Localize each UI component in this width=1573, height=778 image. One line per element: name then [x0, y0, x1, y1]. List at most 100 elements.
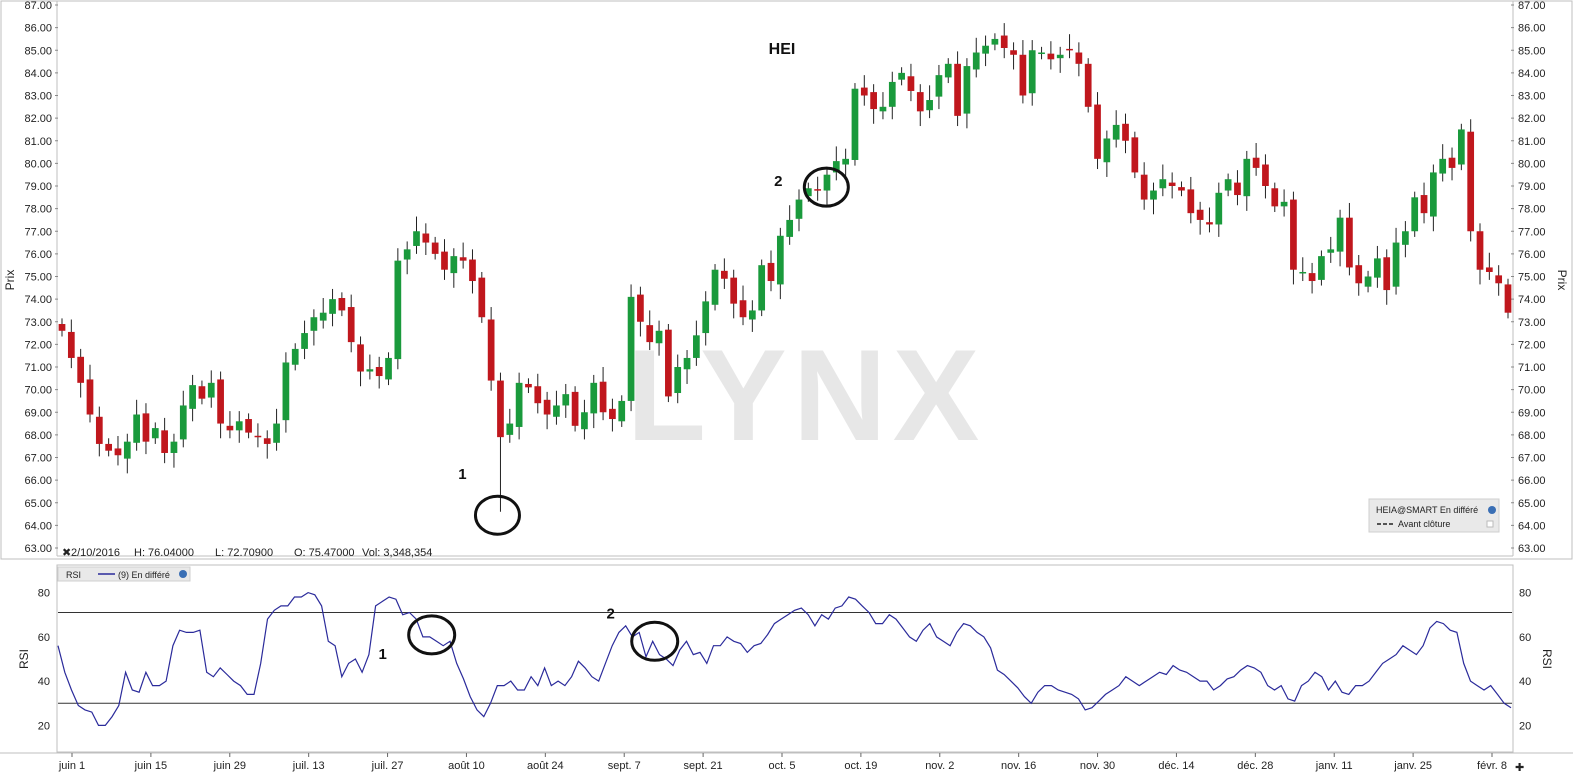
rsi-ytick-left-2: 60: [38, 632, 50, 644]
candle-body-85: [851, 88, 859, 160]
price-ytick-left-23: 86.00: [24, 23, 52, 35]
candle-body-54: [562, 394, 570, 406]
candle-body-122: [1196, 209, 1204, 220]
candle-118: [1159, 164, 1167, 197]
candle-body-77: [776, 235, 784, 285]
info-high: H: 76.04000: [134, 547, 194, 559]
candle-body-55: [571, 391, 579, 426]
candle-62: [637, 286, 644, 337]
candle-body-150: [1457, 129, 1465, 165]
candle-body-73: [739, 300, 747, 318]
rsi-ytick-left-1: 40: [38, 676, 50, 688]
candle-67: [683, 350, 691, 384]
price-ytick-left-9: 72.00: [24, 339, 52, 351]
candle-51: [534, 373, 542, 414]
candle-27: [310, 309, 318, 346]
candle-48: [506, 408, 514, 443]
price-ytick-left-5: 68.00: [24, 430, 52, 442]
candle-38: [413, 216, 420, 254]
candle-body-125: [1224, 179, 1232, 191]
rsi-ytick-right-3: 80: [1519, 588, 1531, 600]
candle-144: [1402, 221, 1409, 258]
candle-body-72: [730, 277, 738, 304]
price-ytick-left-24: 87.00: [24, 0, 52, 12]
x-tick-label-5: août 10: [448, 760, 485, 772]
candle-58: [599, 367, 607, 421]
candle-body-63: [646, 325, 654, 343]
price-ytick-right-1: 64.00: [1518, 520, 1546, 532]
price-ytick-left-22: 85.00: [24, 45, 52, 57]
candle-body-135: [1318, 256, 1325, 280]
candle-body-67: [683, 357, 691, 370]
candles: [58, 23, 1512, 512]
candle-body-22: [263, 438, 271, 444]
candle-100: [991, 33, 999, 51]
info-volume: Vol: 3,348,354: [362, 547, 432, 559]
info-open: O: 75.47000: [294, 547, 355, 559]
candle-body-84: [842, 158, 849, 165]
price-annotation-circle-2: [802, 166, 850, 208]
candle-body-70: [711, 269, 719, 305]
price-panel: [0, 0, 1573, 560]
candle-body-119: [1168, 182, 1176, 186]
candle-body-92: [916, 92, 924, 112]
candle-83: [832, 146, 840, 181]
candle-body-21: [254, 435, 262, 438]
candle-body-95: [944, 63, 952, 78]
price-ytick-right-4: 67.00: [1518, 453, 1546, 465]
candle-4: [95, 406, 103, 457]
candle-body-97: [963, 66, 971, 114]
candle-5: [105, 438, 113, 457]
price-ytick-right-22: 85.00: [1518, 45, 1546, 57]
price-annotation-circle-1: [473, 494, 521, 536]
candle-24: [282, 352, 290, 433]
price-ytick-right-9: 72.00: [1518, 339, 1546, 351]
candle-152: [1476, 223, 1484, 285]
candle-body-78: [786, 219, 794, 237]
candle-body-87: [870, 92, 877, 110]
candle-body-101: [1000, 35, 1008, 48]
candle-137: [1336, 209, 1344, 267]
x-tick-label-2: juin 29: [213, 760, 246, 772]
candle-body-42: [450, 256, 458, 274]
rsi-annotation-circle-1: [407, 614, 457, 656]
candle-45: [478, 271, 486, 323]
candle-18: [226, 411, 234, 439]
candle-body-36: [394, 260, 402, 360]
candle-92: [916, 84, 924, 127]
candle-96: [954, 51, 961, 127]
candle-82: [823, 166, 831, 206]
x-tick-label-9: oct. 5: [769, 760, 796, 772]
candle-body-151: [1467, 131, 1475, 232]
price-ytick-right-3: 66.00: [1518, 475, 1546, 487]
candle-42: [450, 248, 458, 288]
candle-134: [1308, 262, 1316, 294]
candle-body-79: [795, 199, 803, 219]
candle-68: [693, 320, 700, 366]
price-ytick-left-0: 63.00: [24, 543, 52, 555]
candle-body-153: [1485, 267, 1493, 272]
candle-32: [357, 336, 364, 387]
candle-59: [609, 398, 616, 432]
candle-body-133: [1299, 271, 1307, 274]
x-tick-label-1: juin 15: [134, 760, 167, 772]
price-annotation-label-2: 2: [774, 173, 782, 190]
candle-109: [1075, 42, 1083, 77]
candle-36: [394, 248, 402, 370]
candle-body-44: [469, 259, 476, 282]
candle-body-102: [1010, 50, 1017, 55]
candle-body-52: [543, 399, 551, 415]
candle-body-51: [534, 386, 542, 404]
candle-body-138: [1346, 217, 1353, 268]
candle-body-13: [179, 405, 187, 440]
candle-112: [1103, 130, 1111, 177]
candle-127: [1243, 150, 1251, 211]
candle-150: [1457, 123, 1465, 171]
candle-body-66: [674, 367, 682, 394]
candle-body-3: [86, 379, 94, 415]
candle-13: [179, 390, 187, 448]
x-tick-label-18: févr. 8: [1477, 760, 1507, 772]
candle-body-64: [655, 330, 663, 344]
candle-87: [870, 84, 877, 124]
